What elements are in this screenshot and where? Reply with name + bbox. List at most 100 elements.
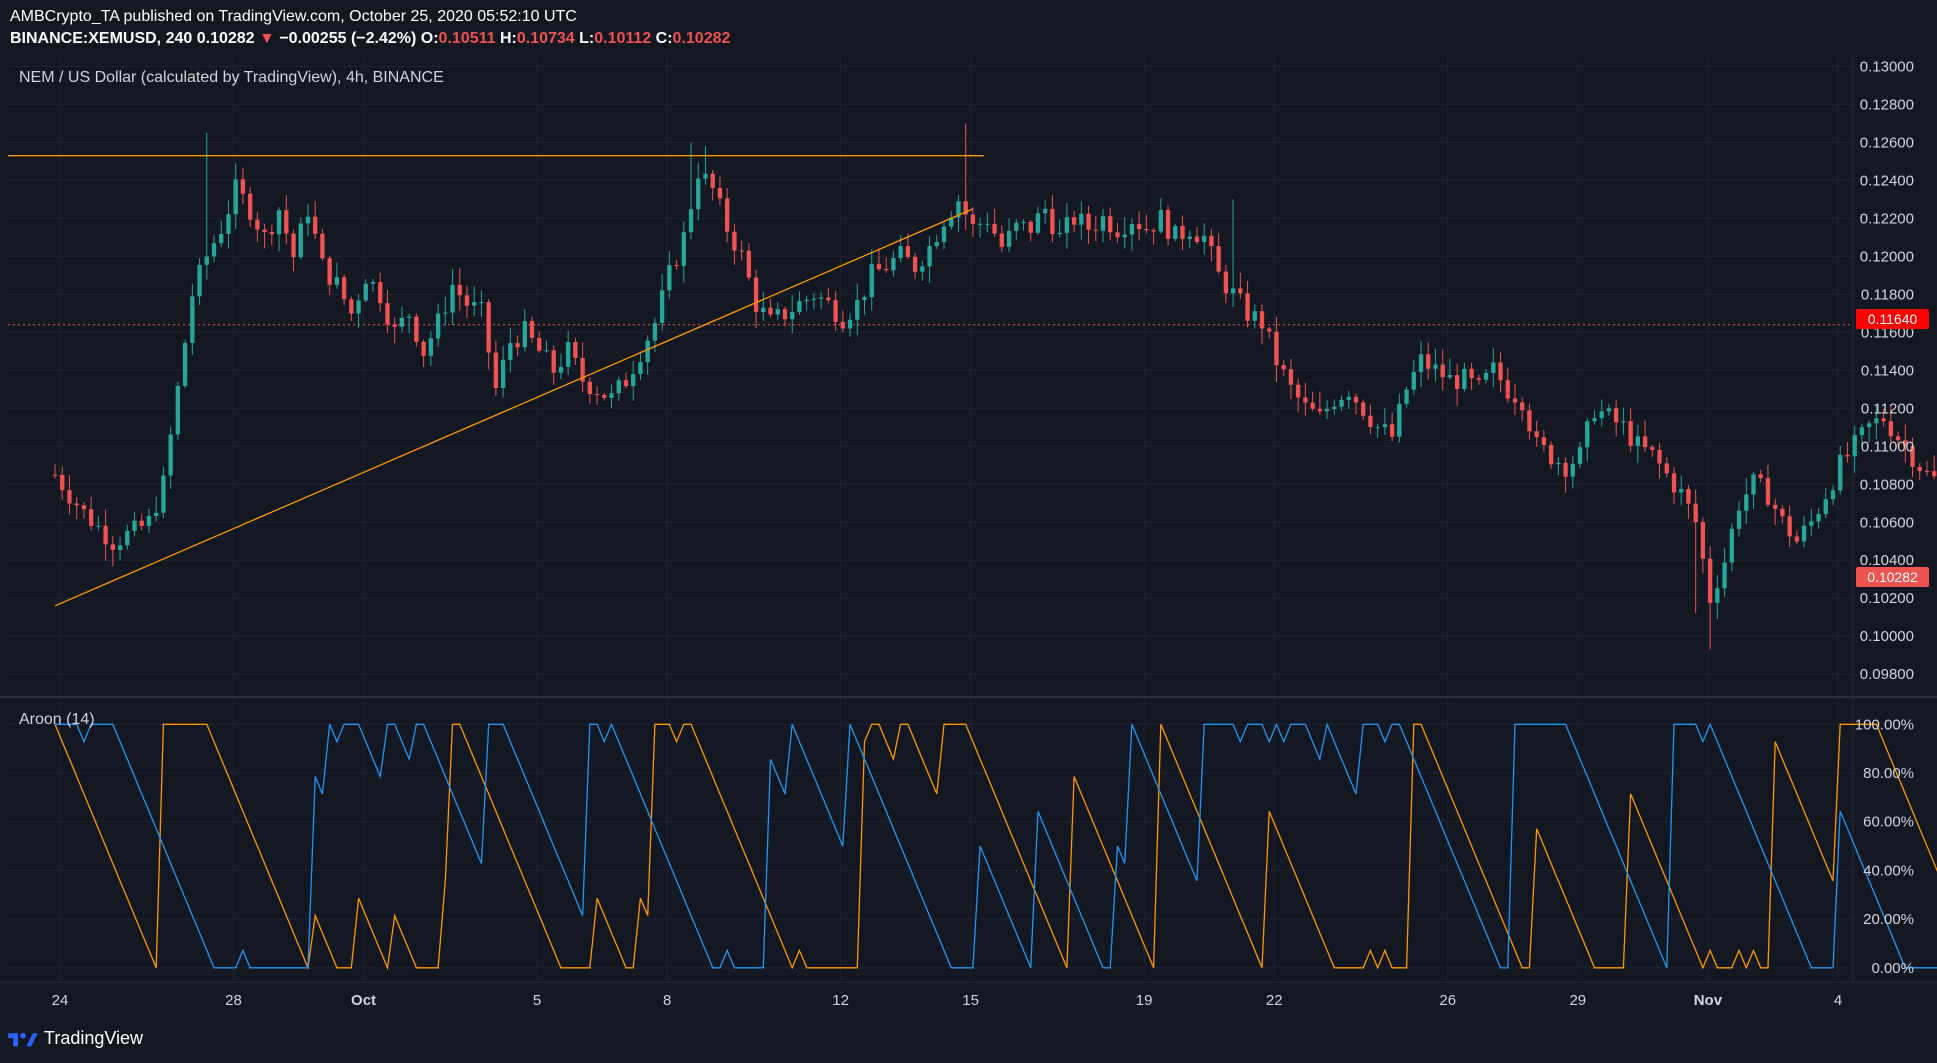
candle-body (500, 359, 506, 388)
high-value: 0.10734 (516, 30, 575, 47)
high-label: H: (499, 30, 517, 47)
candle-body (696, 178, 701, 210)
candle-body (710, 173, 715, 188)
candle-body (146, 515, 152, 526)
candle-body (74, 503, 79, 506)
candle-body (1433, 364, 1438, 369)
open-label: O: (420, 30, 439, 47)
candle-body (1057, 232, 1062, 235)
candle-body (1910, 445, 1915, 467)
candle-body (276, 210, 282, 235)
candle-body (1021, 221, 1026, 223)
aroon-up-line (54, 723, 1937, 971)
axis-layer: 24 28 Oct 5 8 12 15 19 22 26 29 Nov 4 0.13000 0.12800 0… (52, 58, 1914, 1009)
candle-body (818, 297, 824, 299)
candle-body (1014, 222, 1019, 231)
candle-body (1346, 396, 1351, 400)
candle-body (631, 374, 636, 387)
candle-body (1657, 449, 1662, 464)
candle-body (197, 264, 202, 297)
candle-body (81, 505, 87, 510)
candle-body (226, 214, 231, 234)
tradingview-logo-icon[interactable] (8, 1030, 38, 1048)
candle-body (1679, 489, 1684, 493)
aroon-layer (54, 722, 1937, 971)
x-tick-label: 8 (663, 992, 671, 1009)
candle-body (1852, 435, 1857, 457)
y-tick-label: 0.12600 (1860, 134, 1914, 151)
candle-body (1895, 436, 1901, 441)
candle-body (985, 223, 990, 225)
candle-body (753, 277, 759, 312)
candle-body (529, 321, 535, 338)
candle-body (132, 520, 137, 531)
brand-name[interactable]: TradingView (44, 1028, 144, 1048)
down-arrow-icon: ▼ (259, 30, 275, 47)
candle-body (1426, 354, 1431, 369)
candle-body (1780, 508, 1785, 517)
y-tick-label: 0.10800 (1860, 476, 1914, 493)
candle-body (1202, 235, 1207, 242)
candle-body (826, 297, 831, 301)
candle-body (1209, 235, 1214, 247)
candle-body (1230, 288, 1236, 294)
candle-body (1520, 402, 1525, 411)
candle-body (1180, 225, 1185, 239)
candle-body (1353, 396, 1359, 403)
candle-body (927, 246, 932, 267)
x-tick-label: 28 (225, 992, 242, 1009)
candle-body (1483, 372, 1489, 380)
candle-body (949, 217, 954, 227)
candle-body (1527, 410, 1532, 432)
candle-body (869, 264, 874, 298)
candle-body (247, 193, 253, 220)
candle-body (999, 233, 1004, 247)
x-tick-label: Oct (351, 992, 376, 1009)
candle-body (1064, 217, 1070, 233)
price-change: −0.00255 (−2.42%) (279, 30, 417, 47)
candle-body (1361, 402, 1366, 416)
candle-body (717, 187, 723, 199)
candle-body (884, 269, 889, 271)
candle-body (1108, 216, 1113, 233)
close-label: C: (655, 30, 673, 47)
candle-body (659, 290, 665, 324)
candle-body (1368, 415, 1373, 428)
candle-body (934, 241, 939, 247)
candle-body (472, 302, 477, 306)
candle-body (1563, 462, 1568, 477)
aroon-y-tick-label: 20.00% (1863, 911, 1914, 928)
candle-body (681, 232, 686, 266)
candle-body (963, 201, 968, 215)
candle-body (1823, 499, 1828, 515)
aroon-y-tick-label: 80.00% (1863, 765, 1914, 782)
candle-body (1158, 209, 1163, 232)
y-tick-label: 0.12800 (1860, 96, 1914, 113)
symbol-label[interactable]: BINANCE:XEMUSD, 240 (10, 30, 193, 47)
candle-body (1801, 525, 1807, 542)
candle-body (182, 342, 188, 386)
candle-body (392, 324, 397, 327)
candle-body (1151, 230, 1156, 232)
candle-body (1476, 378, 1482, 380)
y-tick-label: 0.10600 (1860, 514, 1914, 531)
candle-body (1765, 478, 1771, 505)
candle-body (508, 343, 513, 360)
candle-body (370, 281, 376, 284)
candle-body (746, 250, 752, 278)
candle-body (1881, 418, 1886, 422)
candle-body (1100, 216, 1106, 231)
last-price: 0.10282 (196, 30, 255, 47)
candle-body (219, 233, 224, 244)
candle-body (291, 233, 296, 258)
candle-body (1288, 369, 1294, 385)
candle-body (652, 323, 658, 341)
candle-body (1173, 225, 1178, 239)
candle-body (493, 352, 499, 388)
candle-body (1303, 397, 1308, 403)
candle-body (537, 337, 542, 351)
candle-body (1556, 462, 1561, 465)
candle-body (645, 340, 650, 363)
y-tick-label: 0.10000 (1860, 628, 1914, 645)
